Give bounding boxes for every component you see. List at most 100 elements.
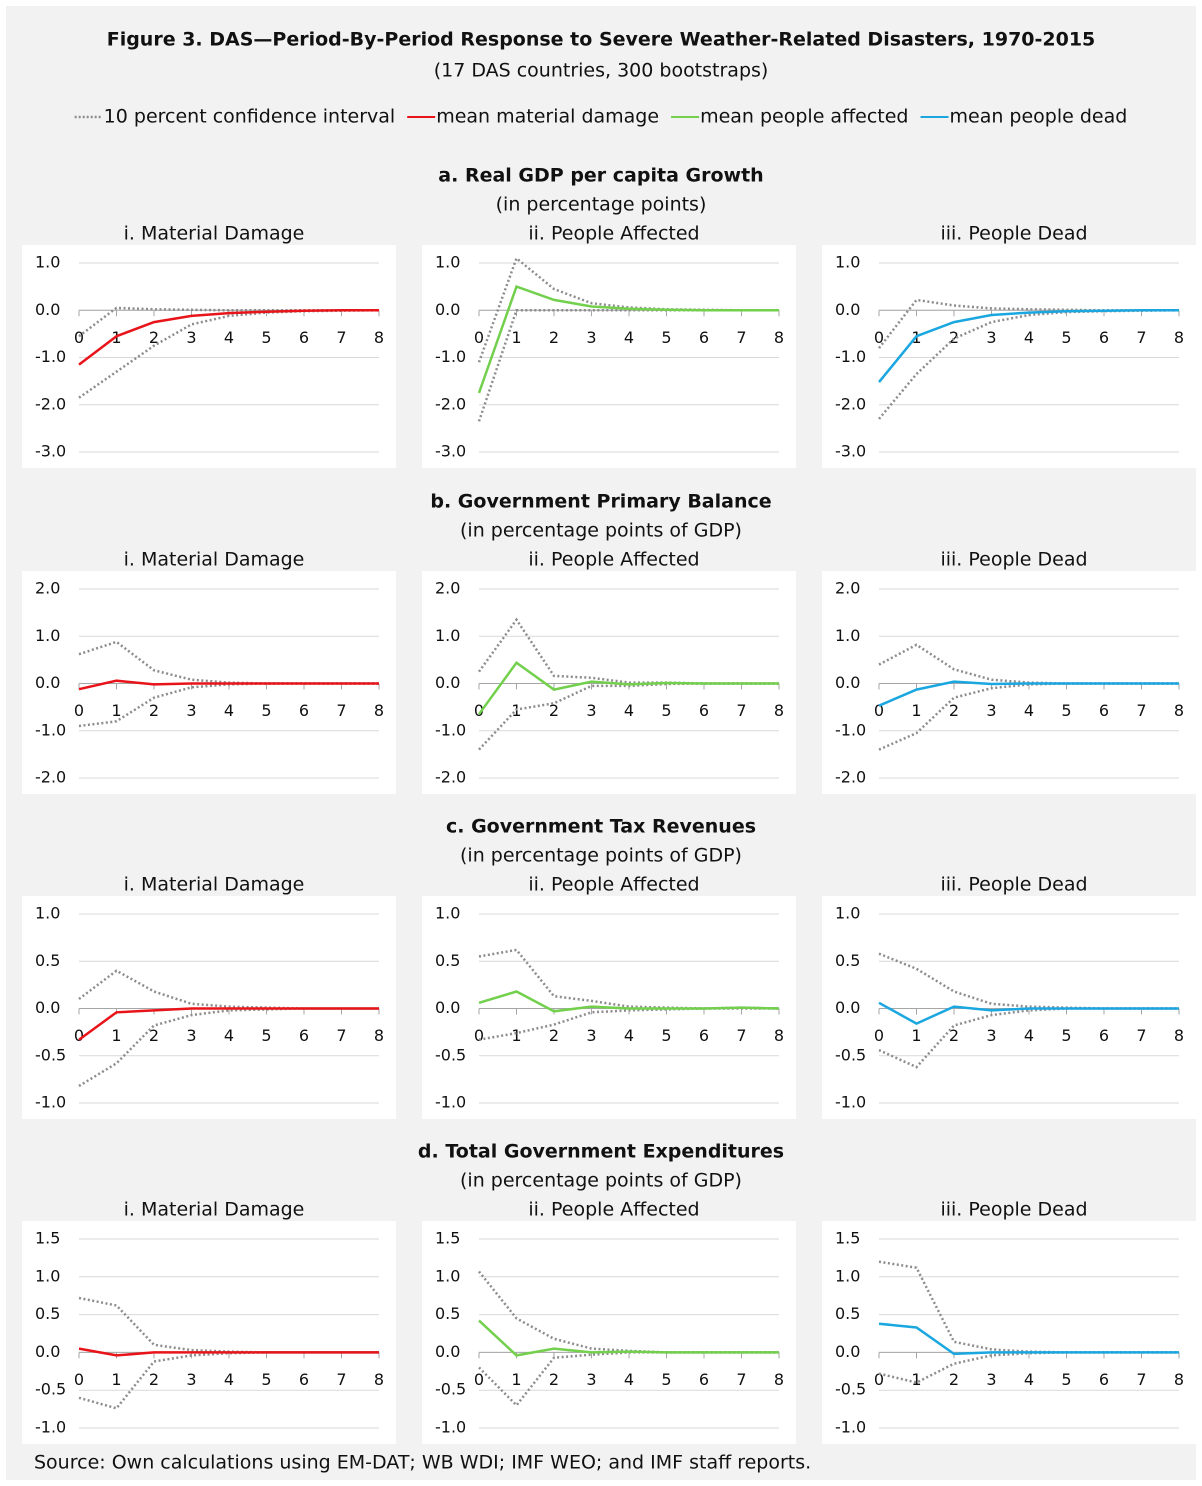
x-tick-label: 2 (949, 328, 959, 347)
ci-upper-line (878, 298, 1179, 349)
y-tick-label: 0.5 (35, 951, 60, 970)
x-tick-label: 3 (986, 1026, 996, 1045)
y-tick-label: 1.0 (35, 253, 60, 272)
legend-label: 10 percent confidence interval (104, 106, 396, 128)
section-subtitle: (in percentage points of GDP) (460, 520, 742, 542)
y-tick-label: 2.0 (35, 579, 60, 598)
x-tick-label: 1 (111, 1026, 121, 1045)
x-tick-label: 5 (1061, 1026, 1071, 1045)
x-tick-label: 4 (624, 328, 634, 347)
x-tick-label: 5 (261, 328, 271, 347)
x-tick-label: 3 (986, 328, 996, 347)
y-tick-label: 0.0 (35, 1342, 60, 1361)
legend-label: mean people dead (950, 106, 1128, 128)
y-tick-label: 0.5 (835, 1304, 860, 1323)
y-tick-label: 1.0 (35, 904, 60, 923)
section-subtitle: (in percentage points of GDP) (460, 1170, 742, 1192)
y-tick-label: 0.5 (435, 951, 460, 970)
x-tick-label: 7 (736, 328, 746, 347)
y-tick-label: 0.0 (35, 673, 60, 692)
y-tick-label: 1.5 (435, 1229, 460, 1248)
y-tick-label: -1.0 (35, 347, 66, 366)
x-tick-label: 4 (224, 701, 234, 720)
y-tick-label: -1.0 (35, 1418, 66, 1437)
panel-title: ii. People Affected (528, 1199, 699, 1221)
x-tick-label: 8 (1174, 1370, 1184, 1389)
x-tick-label: 8 (374, 328, 384, 347)
ci-lower-line (78, 1351, 379, 1410)
x-tick-label: 2 (149, 328, 159, 347)
x-tick-label: 0 (874, 1026, 884, 1045)
x-tick-label: 1 (511, 1026, 521, 1045)
x-tick-label: 6 (299, 701, 309, 720)
panel-title: i. Material Damage (124, 1199, 305, 1221)
x-tick-label: 1 (911, 1026, 921, 1045)
x-tick-label: 4 (1024, 1370, 1034, 1389)
panel-background (422, 1221, 796, 1444)
ci-lower-line (878, 1007, 1179, 1069)
x-tick-label: 2 (949, 701, 959, 720)
x-tick-label: 7 (1136, 1026, 1146, 1045)
y-tick-label: 0.0 (835, 1342, 860, 1361)
source-note: Source: Own calculations using EM-DAT; W… (34, 1452, 811, 1474)
x-tick-label: 2 (549, 328, 559, 347)
y-tick-label: -2.0 (835, 394, 866, 413)
y-tick-label: 1.0 (435, 253, 460, 272)
x-tick-label: 4 (624, 1026, 634, 1045)
mean-line (478, 990, 780, 1013)
x-tick-label: 8 (1174, 328, 1184, 347)
x-tick-label: 0 (874, 701, 884, 720)
x-tick-label: 1 (111, 701, 121, 720)
y-tick-label: -1.0 (35, 720, 66, 739)
mean-line (878, 309, 1179, 383)
x-tick-label: 4 (224, 1026, 234, 1045)
x-tick-label: 5 (661, 1370, 671, 1389)
y-tick-label: 0.0 (435, 673, 460, 692)
y-tick-label: -1.0 (435, 1093, 466, 1112)
x-tick-label: 3 (586, 701, 596, 720)
y-tick-label: -0.5 (35, 1045, 66, 1064)
x-tick-label: 1 (111, 1370, 121, 1389)
x-tick-label: 7 (736, 1370, 746, 1389)
ci-lower-line (78, 309, 380, 399)
y-tick-label: 0.5 (435, 1304, 460, 1323)
x-tick-label: 0 (474, 1026, 484, 1045)
mean-line (878, 1322, 1179, 1356)
y-tick-label: 0.0 (35, 998, 60, 1017)
legend: 10 percent confidence interval mean mater… (74, 106, 1128, 128)
y-tick-label: -0.5 (35, 1380, 66, 1399)
y-tick-label: -0.5 (835, 1045, 866, 1064)
y-tick-label: -3.0 (835, 442, 866, 461)
x-tick-label: 3 (186, 701, 196, 720)
legend-label: mean material damage (436, 106, 659, 128)
x-tick-label: 6 (1099, 328, 1109, 347)
x-tick-label: 4 (224, 1370, 234, 1389)
x-tick-label: 4 (1024, 328, 1034, 347)
x-tick-label: 3 (986, 701, 996, 720)
y-tick-label: -1.0 (435, 720, 466, 739)
y-tick-label: 0.0 (435, 1342, 460, 1361)
x-tick-label: 3 (586, 1370, 596, 1389)
x-tick-label: 5 (661, 328, 671, 347)
x-tick-label: 0 (74, 328, 84, 347)
panel-title: ii. People Affected (528, 223, 699, 245)
y-tick-label: 0.5 (35, 1304, 60, 1323)
x-tick-label: 7 (736, 701, 746, 720)
x-tick-label: 0 (874, 328, 884, 347)
x-tick-label: 5 (1061, 701, 1071, 720)
mean-line (878, 680, 1179, 707)
x-tick-label: 4 (624, 701, 634, 720)
x-tick-label: 6 (699, 1370, 709, 1389)
y-tick-label: -3.0 (35, 442, 66, 461)
panel-title: iii. People Dead (940, 874, 1087, 896)
x-tick-label: 7 (736, 1026, 746, 1045)
y-tick-label: -1.0 (35, 1093, 66, 1112)
x-tick-label: 2 (549, 1370, 559, 1389)
panel-background (422, 245, 796, 468)
section-subtitle: (in percentage points) (496, 194, 707, 216)
y-tick-label: -2.0 (435, 768, 466, 787)
panel-title: iii. People Dead (940, 549, 1087, 571)
y-tick-label: 0.0 (835, 998, 860, 1017)
y-tick-label: 1.5 (835, 1229, 860, 1248)
x-tick-label: 0 (474, 1370, 484, 1389)
